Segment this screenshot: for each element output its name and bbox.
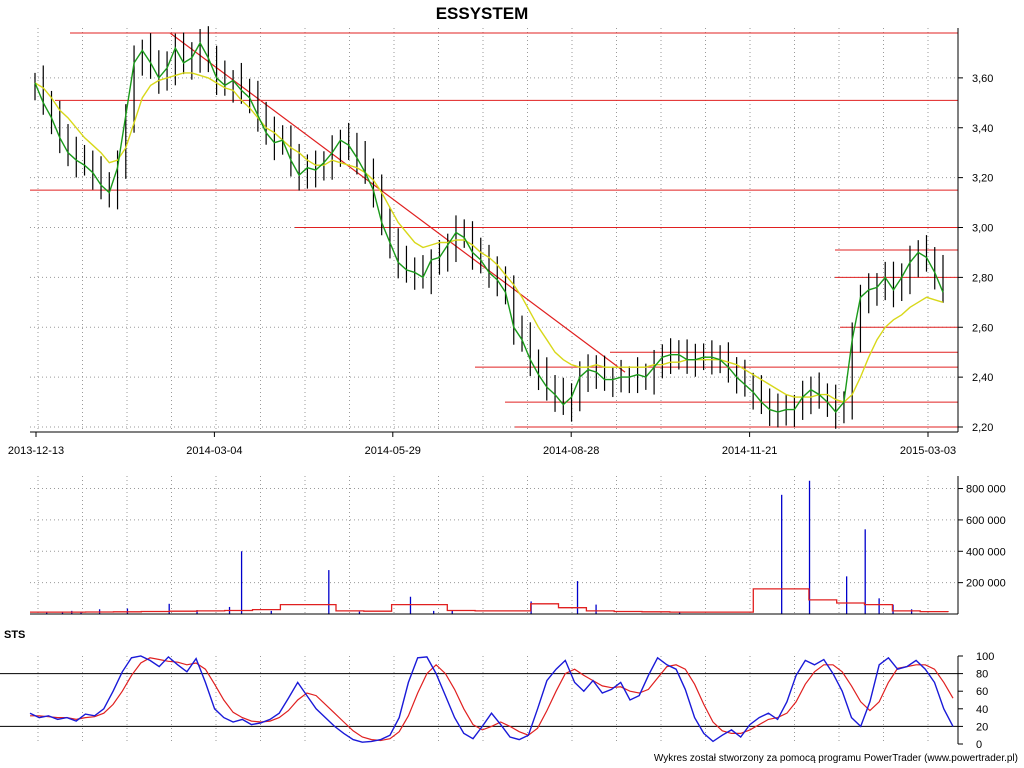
oscillator-tick-label: 40: [976, 704, 988, 716]
volume-tick-label: 200 000: [966, 578, 1006, 590]
volume-panel: [30, 480, 949, 614]
oscillator-tick-label: 100: [976, 651, 994, 663]
sts-signal-line: [30, 657, 954, 742]
downtrend-line: [169, 32, 626, 373]
oscillator-tick-label: 60: [976, 686, 988, 698]
oscillator-title: STS: [4, 629, 25, 641]
date-tick-label: 2014-08-28: [543, 445, 599, 457]
volume-tick-label: 800 000: [966, 484, 1006, 496]
price-tick-label: 3,00: [972, 223, 993, 235]
price-tick-label: 2,60: [972, 322, 993, 334]
volume-average-line: [30, 588, 949, 613]
date-tick-label: 2014-11-21: [722, 445, 777, 457]
chart-title: ESSYSTEM: [436, 4, 529, 23]
price-tick-label: 2,80: [972, 272, 993, 284]
price-tick-label: 2,40: [972, 372, 993, 384]
volume-tick-label: 400 000: [966, 546, 1006, 558]
volume-tick-label: 600 000: [966, 515, 1006, 527]
sts-main-line: [29, 655, 954, 743]
oscillator-panel: [0, 655, 958, 743]
grid: [30, 28, 958, 744]
footer-credit: Wykres został stworzony za pomocą progra…: [653, 753, 1018, 764]
date-tick-label: 2013-12-13: [8, 445, 64, 457]
date-tick-label: 2015-03-03: [900, 445, 956, 457]
fast-moving-average: [34, 41, 944, 414]
date-tick-label: 2014-03-04: [186, 445, 242, 457]
price-panel: [30, 26, 958, 429]
slow-moving-average: [34, 72, 944, 403]
axes: 3,60 3,40 3,20 3,00 2,80 2,60 2,40 2,20 2013-12-…: [4, 28, 1006, 751]
date-tick-label: 2014-05-29: [365, 445, 421, 457]
oscillator-tick-label: 0: [976, 739, 982, 751]
oscillator-tick-label: 20: [976, 721, 988, 733]
price-tick-label: 3,40: [972, 123, 993, 135]
price-tick-label: 2,20: [972, 422, 993, 434]
price-tick-label: 3,60: [972, 73, 993, 85]
price-tick-label: 3,20: [972, 173, 993, 185]
oscillator-tick-label: 80: [976, 669, 988, 681]
